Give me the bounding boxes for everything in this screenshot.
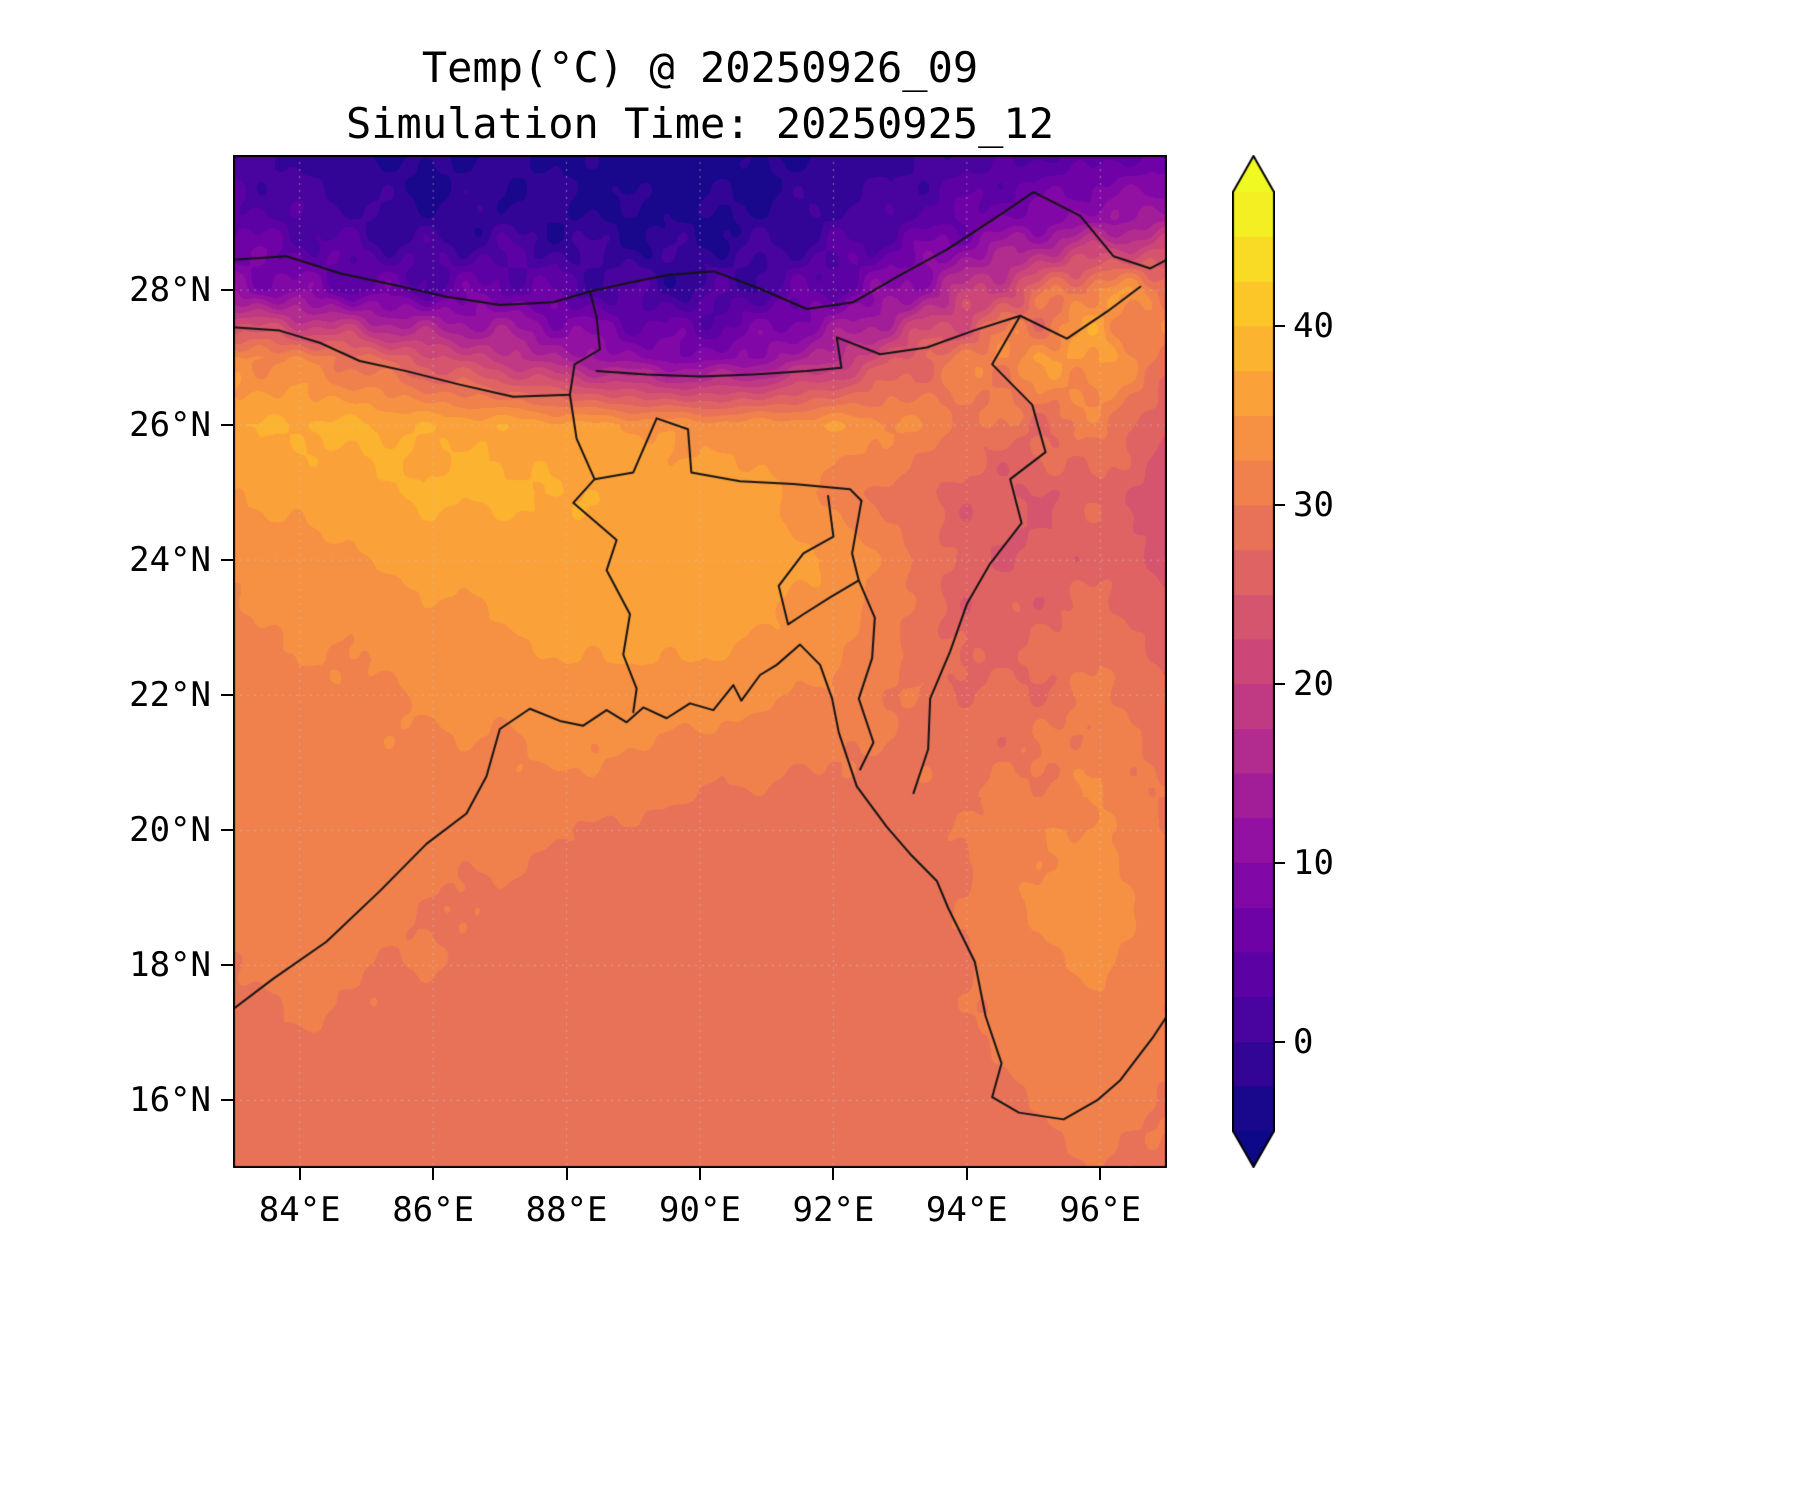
- x-tick-mark: [699, 1168, 701, 1180]
- y-tick-mark: [221, 1099, 233, 1102]
- x-tick-mark: [298, 1168, 301, 1180]
- x-tick-mark: [432, 1168, 435, 1180]
- y-tick-mark: [221, 289, 233, 292]
- colorbar-tick-mark: [1275, 861, 1285, 864]
- x-axis-tick-label: 88°E: [525, 1190, 608, 1230]
- y-tick-mark: [221, 424, 233, 427]
- colorbar: [1232, 155, 1275, 1168]
- x-axis-tick-label: 90°E: [659, 1190, 741, 1230]
- x-axis-tick-label: 94°E: [925, 1190, 1008, 1230]
- x-tick-mark: [832, 1168, 835, 1180]
- y-axis-tick-label: 26°N: [129, 405, 211, 446]
- temperature-map-canvas: [233, 155, 1167, 1168]
- colorbar-tick-mark: [1275, 504, 1285, 506]
- colorbar-tick-label: 0: [1293, 1021, 1314, 1062]
- y-axis-tick-label: 16°N: [129, 1080, 211, 1121]
- x-axis-tick-label: 84°E: [258, 1190, 341, 1230]
- x-axis-tick-label: 92°E: [792, 1190, 875, 1230]
- x-tick-mark: [965, 1168, 968, 1180]
- x-axis-tick-label: 86°E: [392, 1190, 475, 1230]
- x-tick-mark: [1099, 1168, 1102, 1180]
- y-tick-mark: [221, 694, 233, 697]
- y-axis-tick-label: 28°N: [129, 270, 211, 311]
- y-tick-mark: [221, 964, 233, 967]
- colorbar-tick-mark: [1275, 682, 1285, 685]
- colorbar-tick-label: 10: [1293, 842, 1334, 883]
- plot-title: Temp(°C) @ 20250926_09: [421, 43, 979, 92]
- colorbar-tick-label: 40: [1293, 306, 1334, 347]
- y-axis-tick-label: 18°N: [129, 945, 211, 986]
- x-tick-mark: [565, 1168, 568, 1180]
- y-axis-tick-label: 22°N: [129, 675, 211, 716]
- plot-subtitle: Simulation Time: 20250925_12: [345, 99, 1054, 149]
- colorbar-tick-label: 30: [1293, 485, 1334, 525]
- x-axis-tick-label: 96°E: [1059, 1190, 1142, 1230]
- colorbar-tick-mark: [1275, 1040, 1285, 1043]
- y-axis-tick-label: 20°N: [129, 810, 211, 851]
- y-axis-tick-label: 24°N: [129, 540, 211, 581]
- title-block: Temp(°C) @ 20250926_09 Simulation Time: …: [233, 40, 1167, 153]
- y-tick-mark: [221, 559, 233, 562]
- colorbar-tick-label: 20: [1293, 663, 1334, 704]
- y-tick-mark: [221, 829, 233, 832]
- colorbar-tick-mark: [1275, 325, 1285, 328]
